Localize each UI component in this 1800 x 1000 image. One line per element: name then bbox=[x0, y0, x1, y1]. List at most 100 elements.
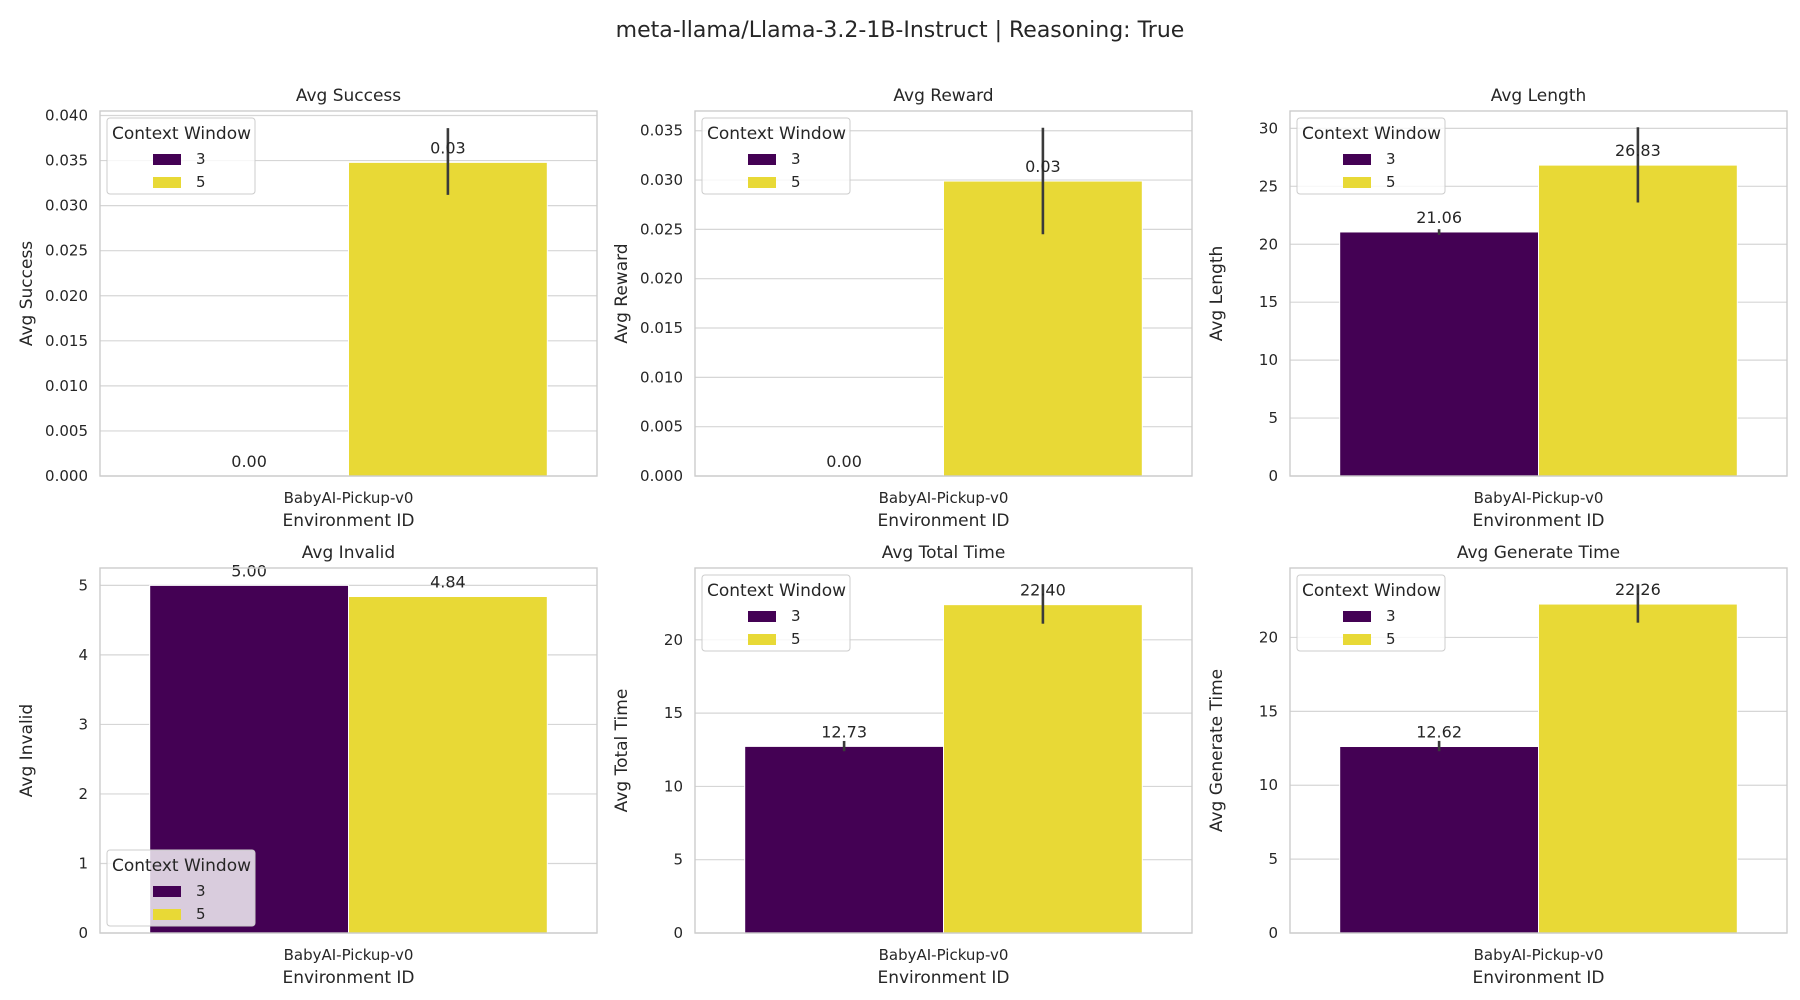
legend-swatch-5 bbox=[748, 634, 776, 645]
data-label: 5.00 bbox=[231, 561, 267, 580]
x-tick-label: BabyAI-Pickup-v0 bbox=[1474, 946, 1604, 964]
y-tick-label: 0.030 bbox=[45, 197, 88, 215]
y-tick-label: 0.015 bbox=[45, 332, 88, 350]
bar-series-5 bbox=[1538, 164, 1738, 477]
legend-swatch-5 bbox=[748, 177, 776, 188]
y-axis-label: Avg Success bbox=[17, 241, 37, 346]
y-tick-label: 3 bbox=[78, 715, 88, 733]
y-tick-label: 0 bbox=[1268, 924, 1278, 942]
axes-frame bbox=[1289, 567, 1788, 934]
x-axis-label: Environment ID bbox=[1472, 968, 1604, 988]
legend-item-label: 5 bbox=[196, 173, 206, 191]
subplot-1: 0.0000.0050.0100.0150.0200.0250.0300.035… bbox=[17, 86, 598, 531]
legend-title: Context Window bbox=[112, 124, 251, 144]
data-label: 12.73 bbox=[821, 722, 867, 741]
x-axis-label: Environment ID bbox=[877, 511, 1009, 531]
y-tick-label: 20 bbox=[1259, 628, 1278, 646]
legend: Context Window 3 5 bbox=[1296, 574, 1446, 652]
legend: Context Window 3 5 bbox=[106, 849, 256, 927]
axes-frame bbox=[694, 567, 1193, 934]
axes-frame bbox=[1289, 110, 1788, 477]
y-tick-label: 2 bbox=[78, 785, 88, 803]
axes-frame bbox=[99, 567, 598, 934]
legend-swatch-3 bbox=[1343, 611, 1371, 622]
data-label: 21.06 bbox=[1416, 208, 1462, 227]
y-tick-label: 15 bbox=[664, 704, 683, 722]
subplot-grid: 0.0000.0050.0100.0150.0200.0250.0300.035… bbox=[17, 86, 1788, 988]
y-tick-label: 0.005 bbox=[45, 422, 88, 440]
y-tick-label: 30 bbox=[1259, 119, 1278, 137]
legend-title: Context Window bbox=[1302, 581, 1441, 601]
y-tick-label: 0.010 bbox=[640, 368, 683, 386]
x-tick-label: BabyAI-Pickup-v0 bbox=[879, 946, 1009, 964]
x-axis-label: Environment ID bbox=[282, 511, 414, 531]
legend-swatch-5 bbox=[153, 909, 181, 920]
legend-item-label: 3 bbox=[1386, 150, 1396, 168]
y-tick-label: 5 bbox=[673, 851, 683, 869]
y-tick-label: 15 bbox=[1259, 702, 1278, 720]
legend: Context Window 3 5 bbox=[106, 117, 256, 195]
legend-item-label: 5 bbox=[196, 905, 206, 923]
y-axis-label: Avg Invalid bbox=[17, 704, 37, 797]
x-axis-label: Environment ID bbox=[877, 968, 1009, 988]
legend-title: Context Window bbox=[112, 856, 251, 876]
data-label: 0.03 bbox=[1025, 157, 1061, 176]
y-tick-label: 10 bbox=[664, 777, 683, 795]
legend-item-label: 3 bbox=[196, 882, 206, 900]
subplot-4: 0 1 2 3 4 5 5.00 4.84 Avg Invalid BabyAI-Pickup-v… bbox=[17, 543, 598, 988]
bar-series-5 bbox=[943, 604, 1143, 934]
legend-item-label: 5 bbox=[791, 173, 801, 191]
y-tick-label: 0.015 bbox=[640, 319, 683, 337]
y-tick-label: 0 bbox=[1268, 467, 1278, 485]
y-tick-label: 10 bbox=[1259, 351, 1278, 369]
legend-title: Context Window bbox=[1302, 124, 1441, 144]
legend-swatch-5 bbox=[153, 177, 181, 188]
legend-item-label: 3 bbox=[791, 607, 801, 625]
legend: Context Window 3 5 bbox=[701, 117, 851, 195]
bar-series-3 bbox=[1339, 746, 1539, 934]
legend-item-label: 5 bbox=[1386, 173, 1396, 191]
legend-swatch-3 bbox=[1343, 154, 1371, 165]
y-tick-label: 0 bbox=[78, 924, 88, 942]
x-tick-label: BabyAI-Pickup-v0 bbox=[879, 489, 1009, 507]
subplot-6: 0 5 10 15 20 12.62 22.26 Avg Generate Time BabyA… bbox=[1207, 543, 1788, 988]
subplot-title: Avg Length bbox=[1491, 86, 1587, 106]
legend-swatch-3 bbox=[748, 154, 776, 165]
data-label: 26.83 bbox=[1615, 141, 1661, 160]
y-tick-label: 1 bbox=[78, 854, 88, 872]
y-tick-label: 5 bbox=[78, 576, 88, 594]
x-axis-label: Environment ID bbox=[1472, 511, 1604, 531]
y-tick-label: 20 bbox=[664, 631, 683, 649]
legend-title: Context Window bbox=[707, 124, 846, 144]
y-tick-label: 0.020 bbox=[45, 287, 88, 305]
legend: Context Window 3 5 bbox=[1296, 117, 1446, 195]
figure-title: meta-llama/Llama-3.2-1B-Instruct | Reaso… bbox=[616, 18, 1185, 43]
legend: Context Window 3 5 bbox=[701, 574, 851, 652]
data-label: 22.40 bbox=[1020, 581, 1066, 600]
subplot-title: Avg Generate Time bbox=[1457, 543, 1620, 563]
legend-title: Context Window bbox=[707, 581, 846, 601]
legend-swatch-3 bbox=[748, 611, 776, 622]
legend-swatch-3 bbox=[153, 886, 181, 897]
y-tick-label: 15 bbox=[1259, 293, 1278, 311]
y-tick-label: 5 bbox=[1268, 850, 1278, 868]
y-tick-label: 0.035 bbox=[640, 122, 683, 140]
y-tick-label: 0.010 bbox=[45, 377, 88, 395]
y-tick-label: 0.025 bbox=[45, 242, 88, 260]
subplot-3: 0 5 10 15 20 25 30 21.06 26.83 Avg Length BabyAI-P… bbox=[1207, 86, 1788, 531]
x-axis-label: Environment ID bbox=[282, 968, 414, 988]
bar-series-5 bbox=[1538, 603, 1738, 934]
y-tick-label: 0.020 bbox=[640, 270, 683, 288]
bar-series-5 bbox=[348, 161, 548, 477]
y-axis-label: Avg Total Time bbox=[612, 689, 632, 813]
legend-item-label: 3 bbox=[196, 150, 206, 168]
legend-item-label: 5 bbox=[1386, 630, 1396, 648]
legend-swatch-3 bbox=[153, 154, 181, 165]
y-tick-label: 20 bbox=[1259, 235, 1278, 253]
legend-item-label: 3 bbox=[1386, 607, 1396, 625]
bar-series-5 bbox=[348, 596, 548, 934]
bar-series-3 bbox=[1339, 231, 1539, 477]
data-label: 12.62 bbox=[1416, 723, 1462, 742]
legend-swatch-5 bbox=[1343, 177, 1371, 188]
